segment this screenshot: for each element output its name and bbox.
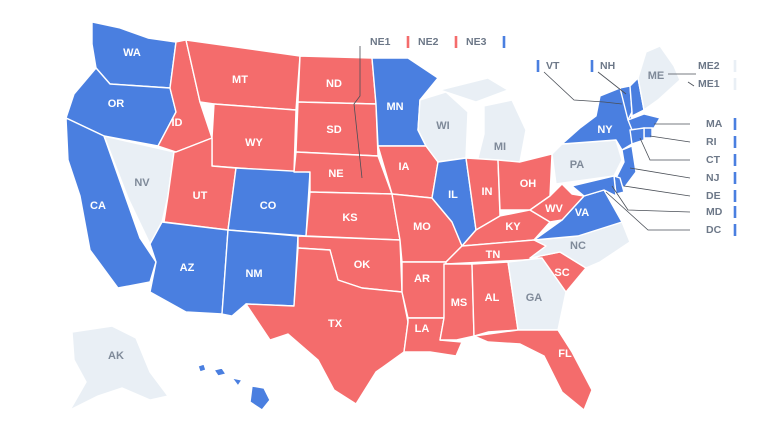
- label-la: LA: [415, 323, 430, 335]
- callout-md-label: MD: [706, 206, 723, 218]
- label-ak: AK: [108, 350, 124, 362]
- label-il: IL: [448, 189, 458, 201]
- state-ca[interactable]: [65, 117, 157, 289]
- callout-ma-label: MA: [706, 118, 723, 130]
- label-ky: KY: [505, 221, 521, 233]
- district-me1-label: ME1: [698, 78, 720, 90]
- label-nv: NV: [134, 177, 150, 189]
- state-ar[interactable]: [401, 261, 447, 319]
- callout-ri-label: RI: [706, 136, 717, 148]
- label-wa: WA: [123, 47, 141, 59]
- northeast-leader-lines: [543, 71, 696, 231]
- label-mt: MT: [232, 74, 248, 86]
- label-or: OR: [108, 98, 125, 110]
- label-mi: MI: [494, 141, 506, 153]
- label-sd: SD: [326, 124, 341, 136]
- label-hi: HI: [211, 392, 222, 404]
- district-ne2-label: NE2: [418, 36, 439, 48]
- state-me[interactable]: [637, 45, 681, 111]
- callout-dc-label: DC: [706, 224, 722, 236]
- label-mo: MO: [413, 221, 431, 233]
- label-ga: GA: [526, 292, 543, 304]
- label-sc: SC: [554, 267, 569, 279]
- state-ak[interactable]: [69, 325, 169, 411]
- state-tx[interactable]: [245, 247, 409, 405]
- label-ks: KS: [342, 212, 357, 224]
- label-pa: PA: [570, 159, 585, 171]
- label-co: CO: [260, 200, 277, 212]
- state-md[interactable]: [571, 175, 617, 197]
- label-tn: TN: [486, 249, 501, 261]
- label-me: ME: [648, 70, 665, 82]
- district-ne1-label: NE1: [370, 36, 391, 48]
- state-al[interactable]: [471, 261, 519, 337]
- callout-ct-label: CT: [706, 154, 721, 166]
- label-va: VA: [575, 207, 590, 219]
- state-nj[interactable]: [615, 145, 637, 189]
- callout-vt-label: VT: [546, 60, 560, 72]
- label-wy: WY: [245, 137, 263, 149]
- state-ma[interactable]: [627, 113, 661, 131]
- state-nh[interactable]: [629, 77, 645, 117]
- label-al: AL: [485, 292, 500, 304]
- label-oh: OH: [520, 178, 537, 190]
- label-nm: NM: [245, 268, 262, 280]
- label-ar: AR: [414, 273, 430, 285]
- callout-nh-label: NH: [600, 60, 615, 72]
- label-wi: WI: [436, 120, 449, 132]
- label-ut: UT: [193, 190, 208, 202]
- state-fl[interactable]: [473, 329, 593, 411]
- label-tx: TX: [328, 318, 343, 330]
- label-nc: NC: [570, 240, 586, 252]
- state-hi[interactable]: [197, 363, 271, 411]
- label-az: AZ: [180, 262, 195, 274]
- state-wv[interactable]: [529, 183, 585, 223]
- label-fl: FL: [558, 348, 572, 360]
- maine-districts: ME2 ME1: [698, 60, 737, 90]
- label-ca: CA: [90, 200, 106, 212]
- northeast-callouts: VT NH MA RI CT NJ DE MD DC: [536, 60, 737, 236]
- state-labels: WA OR CA NV ID MT WY UT CO AZ NM ND SD N…: [90, 47, 664, 404]
- district-ne3-label: NE3: [466, 36, 487, 48]
- label-ia: IA: [399, 161, 410, 173]
- district-me2-label: ME2: [698, 60, 720, 72]
- label-wv: WV: [545, 203, 563, 215]
- label-ok: OK: [354, 259, 371, 271]
- state-shapes: [65, 21, 681, 411]
- label-ny: NY: [597, 124, 613, 136]
- label-ms: MS: [451, 297, 468, 309]
- label-mn: MN: [386, 101, 403, 113]
- label-id: ID: [172, 117, 183, 129]
- ne1-leader-line: [353, 46, 363, 179]
- callout-nj-label: NJ: [706, 172, 720, 184]
- label-nd: ND: [326, 78, 342, 90]
- label-ne: NE: [328, 168, 343, 180]
- callout-de-label: DE: [706, 190, 721, 202]
- nebraska-districts: NE1 NE2 NE3: [370, 36, 506, 48]
- label-in: IN: [482, 186, 493, 198]
